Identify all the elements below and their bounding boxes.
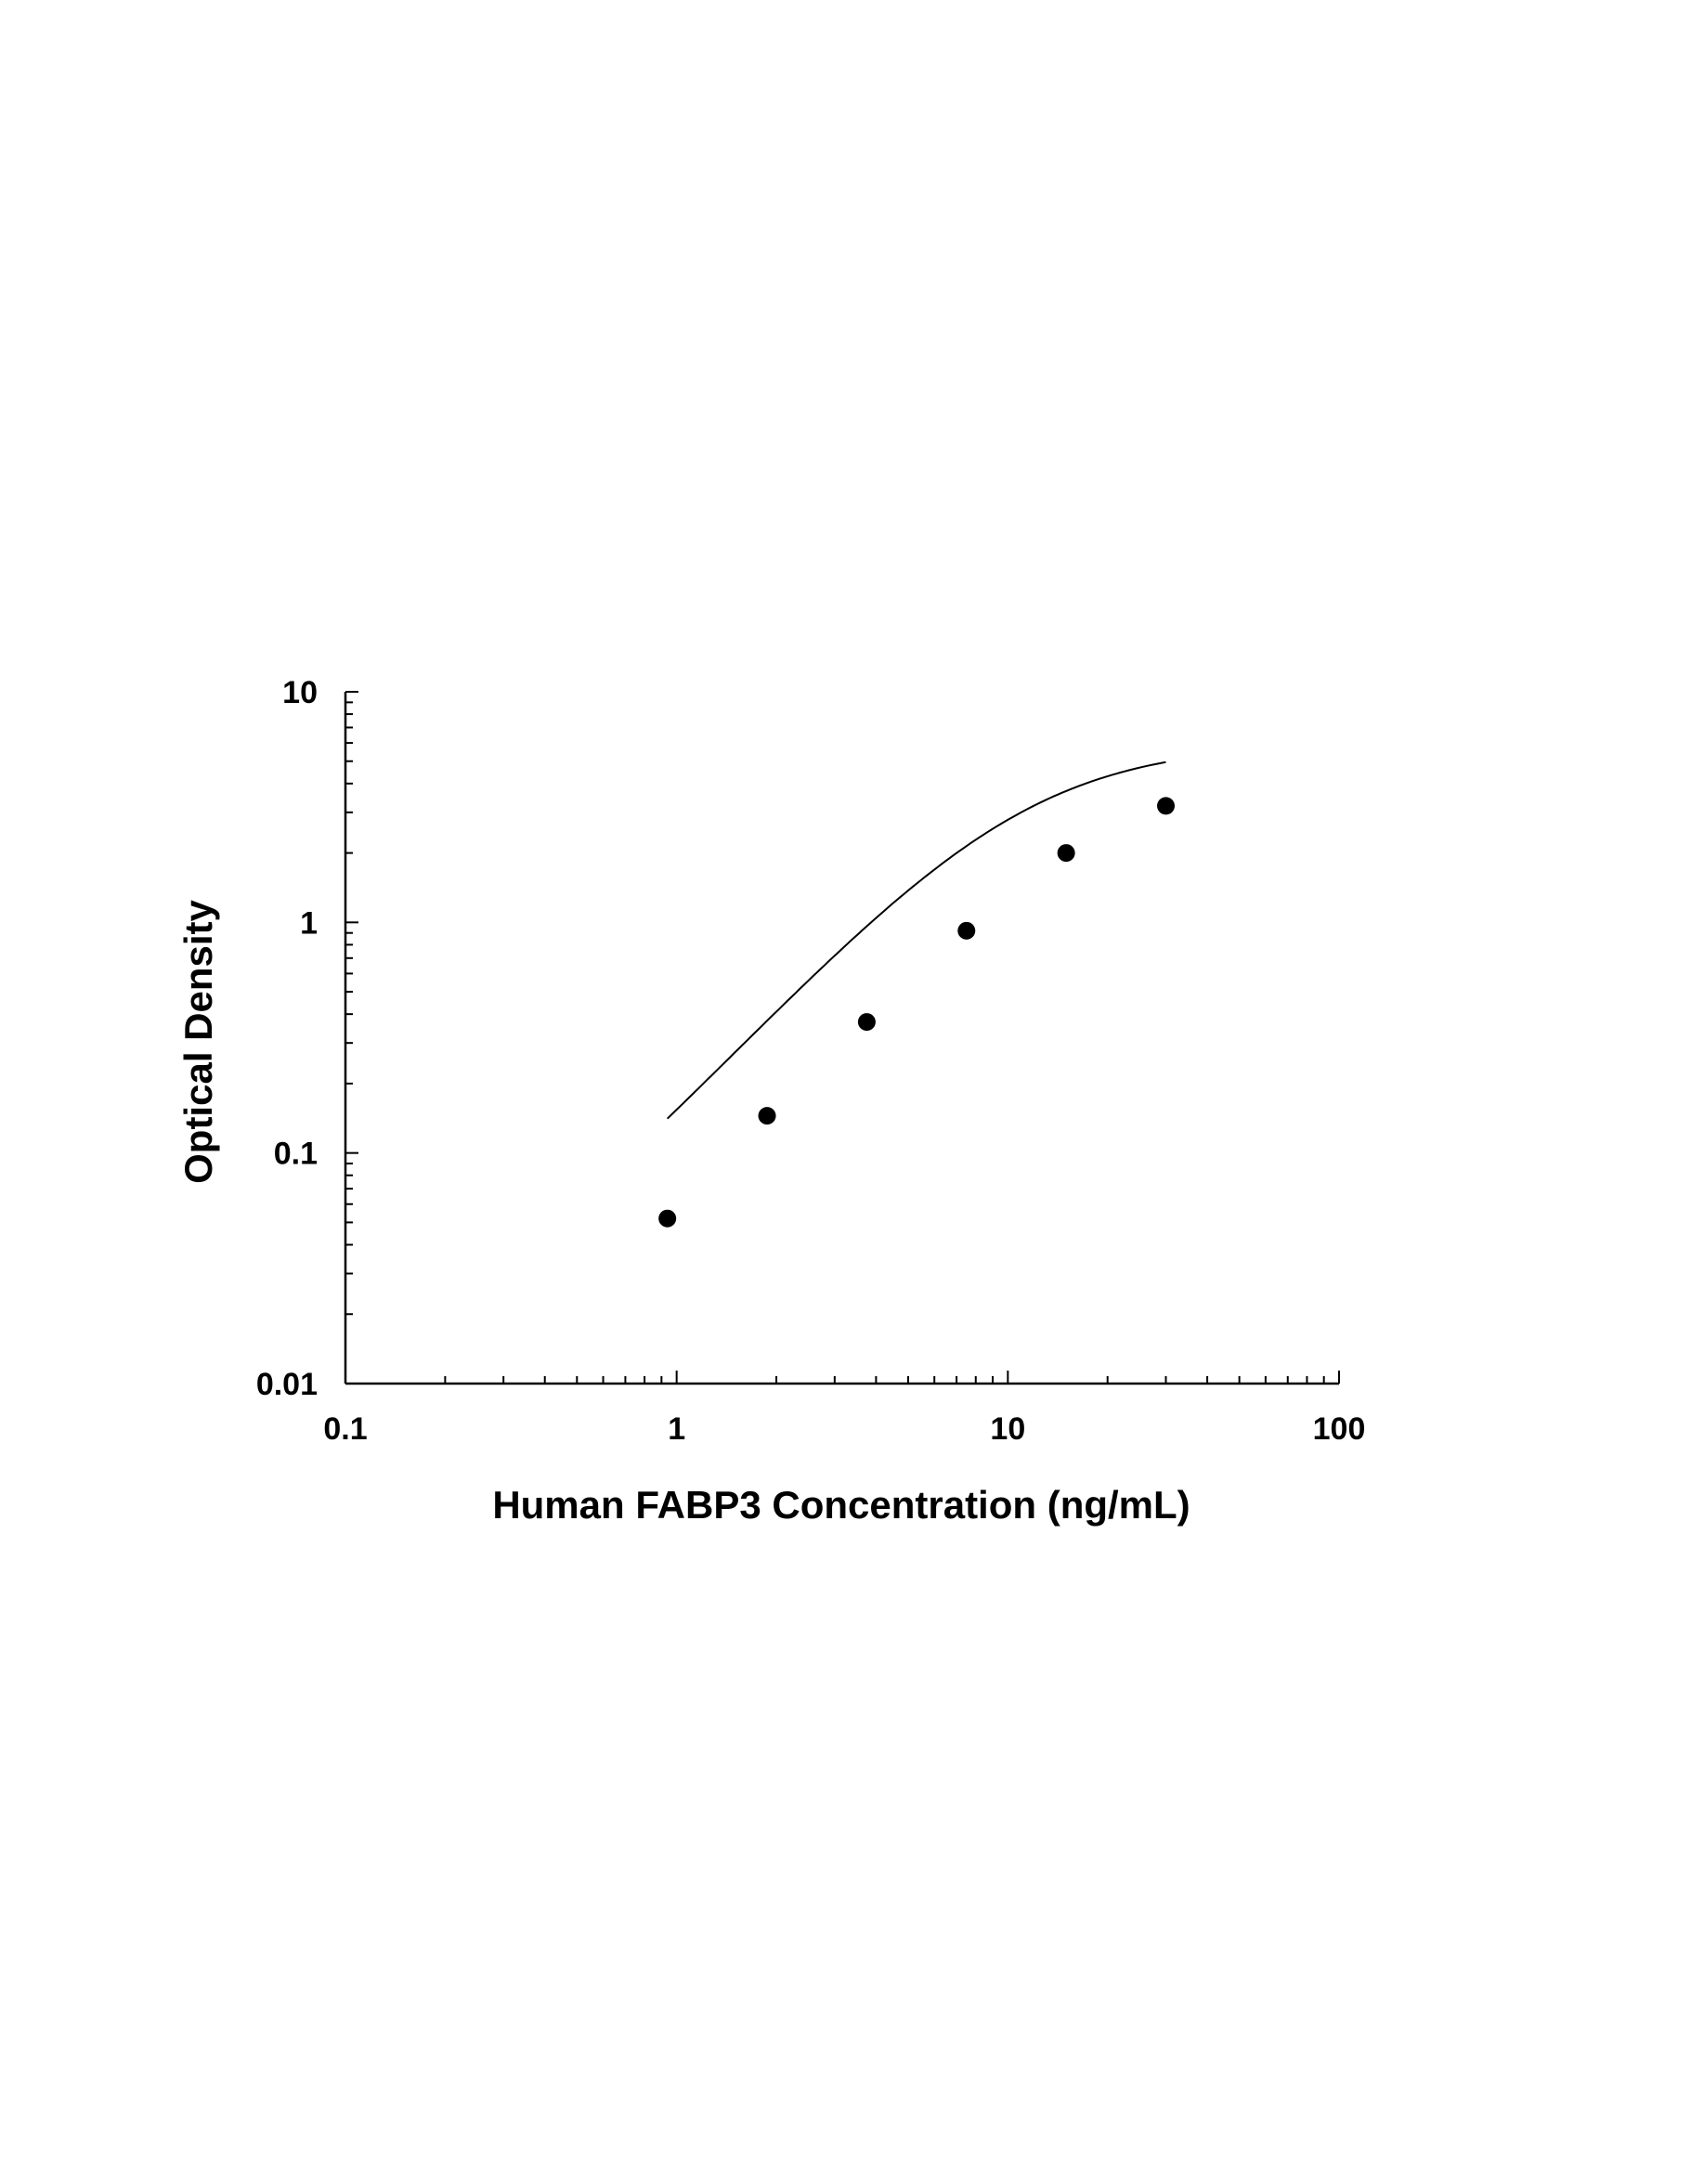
- x-tick-label: 10: [990, 1411, 1025, 1447]
- y-tick-label: 1: [300, 905, 318, 941]
- y-axis-ticks: [345, 691, 358, 1384]
- y-tick-label: 0.01: [256, 1367, 318, 1402]
- data-points: [658, 797, 1176, 1228]
- data-point: [857, 1013, 876, 1032]
- x-tick-label: 1: [668, 1411, 685, 1447]
- data-point: [658, 1209, 677, 1228]
- data-point: [1057, 844, 1075, 863]
- x-tick-label: 0.1: [323, 1411, 367, 1447]
- axes: [344, 692, 1339, 1385]
- x-tick-label: 100: [1313, 1411, 1366, 1447]
- y-tick-label: 0.1: [274, 1137, 318, 1172]
- y-tick-label: 10: [282, 675, 318, 710]
- x-axis-ticks: [345, 1371, 1340, 1384]
- x-axis-title: Human FABP3 Concentration (ng/mL): [492, 1483, 1190, 1527]
- y-axis-title: Optical Density: [176, 899, 220, 1183]
- data-point: [957, 921, 976, 940]
- fit-curve: [667, 760, 1166, 1120]
- data-point: [1157, 797, 1176, 815]
- data-point: [758, 1107, 776, 1125]
- y-axis-tick-labels: 0.01 0.1 1 10: [256, 675, 318, 1402]
- x-axis-tick-labels: 0.1 1 10 100: [323, 1411, 1365, 1447]
